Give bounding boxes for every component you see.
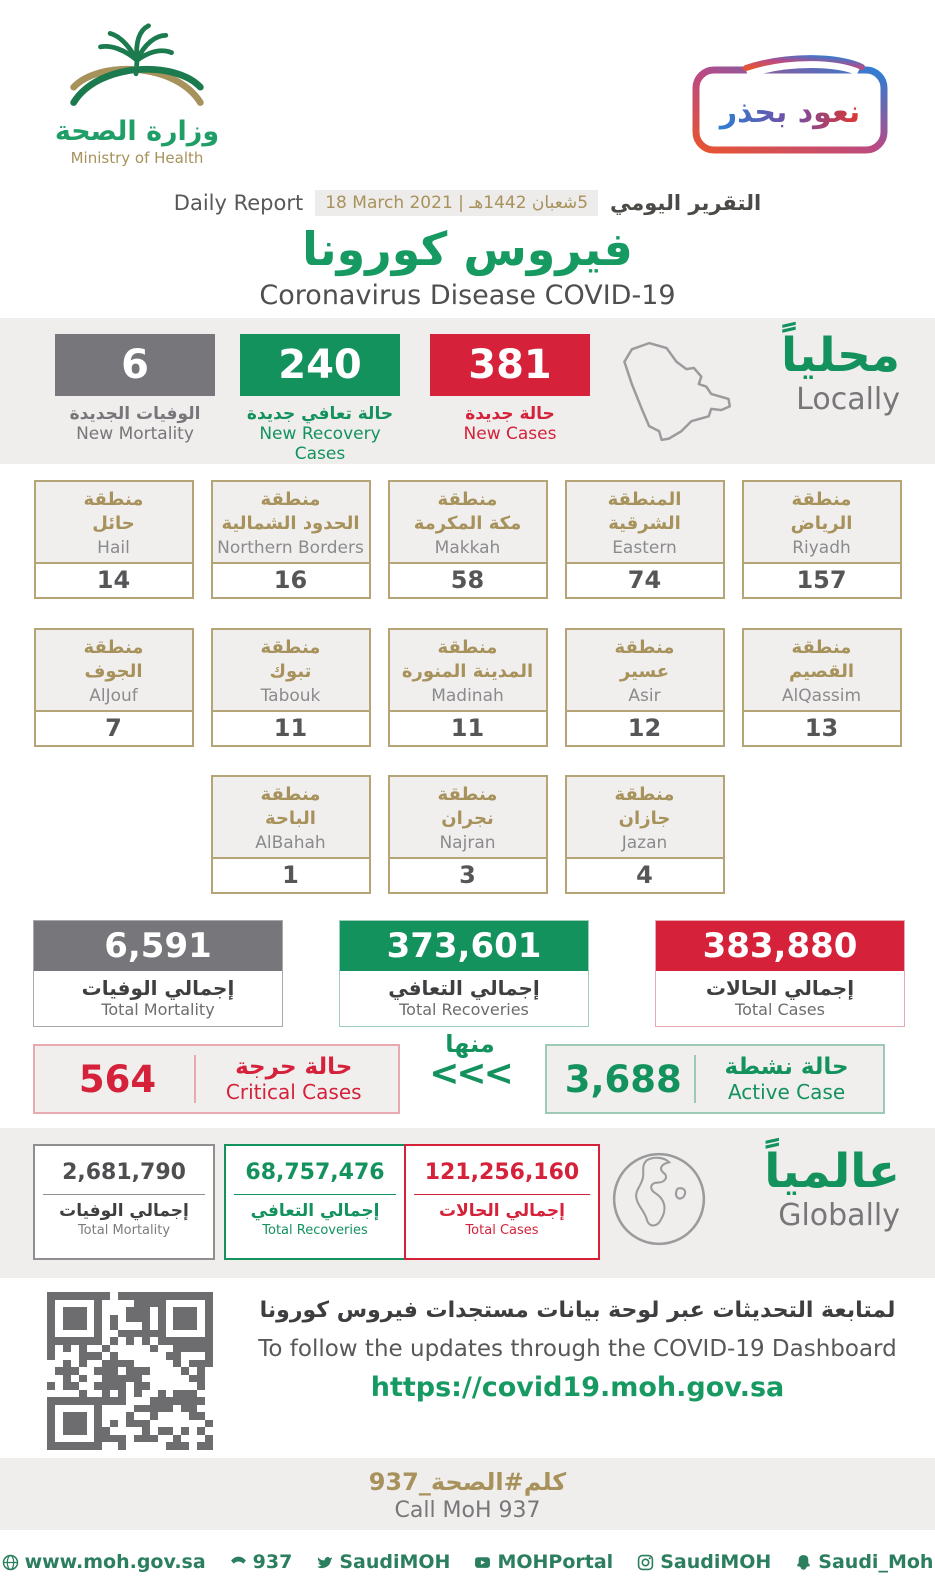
ministry-name-arabic: وزارة الصحة [54,116,220,147]
region-card-northern-borders: منطقة الحدود الشمالية Northern Borders 16 [210,480,371,599]
critical-active-section: 564 حالة حرجة Critical Cases منها <<< 3,… [0,1030,935,1120]
region-card-alqassim: منطقة القصيم AlQassim 13 [741,628,902,747]
total-mortality-box: 6,591 إجمالي الوفيات Total Mortality [33,920,283,1027]
page-title-arabic: فيروس كورونا [302,222,633,276]
qr-code [47,1292,213,1450]
region-card-albahah: منطقة الباحة AlBahah 1 [210,775,371,894]
divider [43,1194,205,1195]
ministry-name-english: Ministry of Health [70,149,204,167]
new-cases-stat: 381 حالة جديدة New Cases [430,334,590,444]
region-card-madinah: منطقة المدينة المنورة Madinah 11 [387,628,548,747]
region-row-2: منطقة الجوف AlJouf 7 منطقة تبوك Tabouk 11 من… [0,628,935,747]
footer-snapchat[interactable]: Saudi_Moh [783,1551,935,1573]
dashboard-url-link[interactable]: https://covid19.moh.gov.sa [370,1372,785,1403]
footer: www.moh.gov.sa 937 SaudiMOH MOHPortal Sa… [0,1530,935,1594]
divider [193,1055,196,1103]
report-date: 5شعبان 1442هـ | 18 March 2021 [315,190,599,216]
locally-label-arabic: محلياً [781,328,900,383]
daily-report-arabic: التقرير اليومي [610,191,762,215]
new-mortality-stat: 6 الوفيات الجديدة New Mortality [55,334,215,444]
chevrons-icon: <<< [429,1053,514,1094]
call-moh-arabic: كلم#الصحة_937 [368,1468,567,1496]
region-card-riyadh: منطقة الرياض Riyadh 157 [741,480,902,599]
region-row-3: منطقة الباحة AlBahah 1 منطقة نجران Najran 3 … [0,775,935,894]
region-card-jazan: منطقة جازان Jazan 4 [564,775,725,894]
total-recoveries-box: 373,601 إجمالي التعافي Total Recoveries [339,920,589,1027]
divider [414,1194,590,1195]
footer-phone[interactable]: 937 [218,1551,305,1573]
globally-label-arabic: عالمياً [764,1144,900,1199]
return-with-caution-badge: نعود بحذر [692,52,888,154]
locally-label-english: Locally [796,381,900,417]
new-recovery-stat: 240 حالة تعافي جديدة New Recovery Cases [240,334,400,464]
critical-cases-box: 564 حالة حرجة Critical Cases [33,1044,400,1114]
active-cases-box: 3,688 حالة نشطة Active Case [545,1044,885,1114]
phone-icon [230,1556,246,1564]
region-card-aljouf: منطقة الجوف AlJouf 7 [33,628,194,747]
divider [693,1055,696,1103]
globally-label-english: Globally [778,1197,900,1233]
moh-logo: وزارة الصحة Ministry of Health [52,20,222,167]
of-which-indicator: منها <<< [420,1030,520,1094]
region-card-makkah: منطقة مكة المكرمة Makkah 58 [387,480,548,599]
call-moh-section: كلم#الصحة_937 Call MoH 937 [0,1458,935,1530]
global-recoveries-box: 68,757,476 إجمالي التعافي Total Recoveri… [224,1144,406,1260]
globe-icon [2,1554,18,1570]
region-card-tabouk: منطقة تبوك Tabouk 11 [210,628,371,747]
locally-labels: محلياً Locally [781,330,900,417]
region-card-asir: منطقة عسير Asir 12 [564,628,725,747]
region-card-hail: منطقة حائل Hail 14 [33,480,194,599]
footer-youtube[interactable]: MOHPortal [462,1551,625,1573]
region-card-eastern: المنطقة الشرقية Eastern 74 [564,480,725,599]
dashboard-note-arabic: لمتابعة التحديثات عبر لوحة بيانات مستجدا… [259,1298,896,1323]
globally-labels: عالمياً Globally [764,1146,900,1233]
palm-swords-icon [70,23,204,106]
region-card-najran: منطقة نجران Najran 3 [387,775,548,894]
page-title-english: Coronavirus Disease COVID-19 [259,280,676,311]
footer-instagram[interactable]: SaudiMOH [625,1551,783,1573]
global-mortality-box: 2,681,790 إجمالي الوفيات Total Mortality [33,1144,215,1260]
divider [234,1194,396,1195]
call-moh-english: Call MoH 937 [394,1498,541,1523]
locally-section: 6 الوفيات الجديدة New Mortality 240 حالة… [0,318,935,464]
instagram-icon [637,1554,654,1570]
globe-icon [612,1152,706,1246]
header: وزارة الصحة Ministry of Health نعود بحذر… [0,0,935,318]
globally-section: 2,681,790 إجمالي الوفيات Total Mortality… [0,1128,935,1278]
snapchat-icon [797,1554,811,1570]
region-row-1: منطقة حائل Hail 14 منطقة الحدود الشمالية Nor… [0,480,935,599]
dashboard-note-english: To follow the updates through the COVID-… [258,1336,897,1362]
badge-text: نعود بحذر [718,95,860,130]
saudi-map-icon [623,341,732,442]
twitter-icon [317,1556,333,1568]
youtube-icon [475,1556,491,1568]
daily-report-english: Daily Report [173,191,304,215]
total-cases-box: 383,880 إجمالي الحالات Total Cases [655,920,905,1027]
footer-website-link[interactable]: www.moh.gov.sa [0,1551,218,1573]
report-title-line: Daily Report 5شعبان 1442هـ | 18 March 20… [0,190,935,216]
totals-section: 6,591 إجمالي الوفيات Total Mortality 373… [0,920,935,1030]
global-cases-box: 121,256,160 إجمالي الحالات Total Cases [404,1144,600,1260]
footer-twitter[interactable]: SaudiMOH [304,1551,462,1573]
dashboard-section: لمتابعة التحديثات عبر لوحة بيانات مستجدا… [0,1278,935,1458]
